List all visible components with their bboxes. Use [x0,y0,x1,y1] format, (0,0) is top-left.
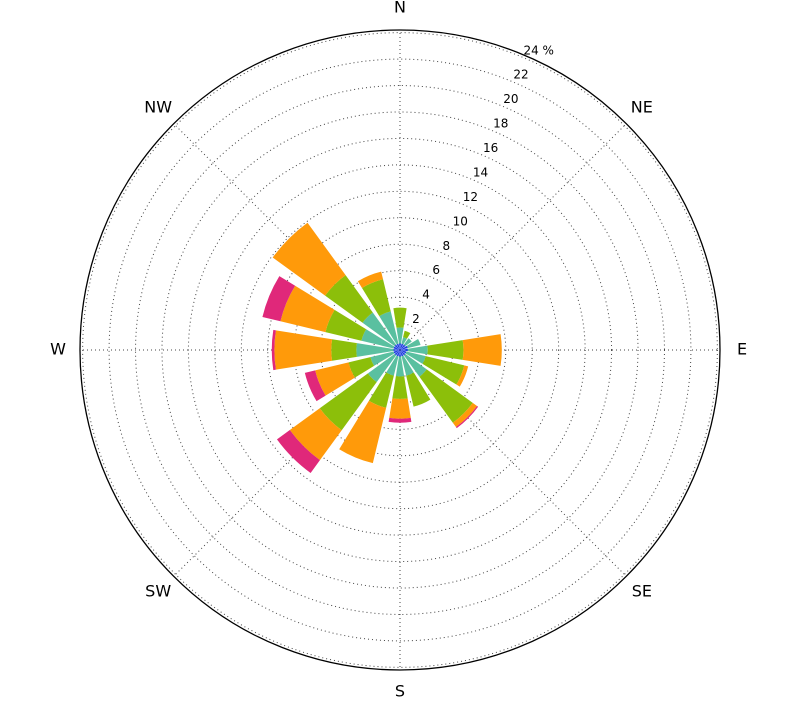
wind-segment [398,343,402,350]
wind-segment [274,330,333,370]
wind-segment [393,346,400,350]
r-tick-label: 8 [442,239,450,253]
wind-segment [357,271,384,288]
r-tick-label: 22 [513,68,528,82]
r-tick-label: 12 [463,190,478,204]
grid-circle [82,32,718,668]
direction-label: N [394,0,406,17]
direction-label: S [395,682,405,701]
wind-segment [401,337,407,345]
wind-segment [394,350,400,356]
wind-segment [348,357,375,378]
wind-segment [396,327,404,344]
wind-segment [368,372,394,408]
direction-label: SW [145,581,171,600]
wind-segment [405,351,426,364]
wind-segment [403,353,427,377]
grid-circle [187,137,613,563]
wind-segment [393,307,407,328]
wind-segment [400,350,404,357]
wind-segment [403,338,412,347]
wind-segment [395,356,405,377]
r-tick-label: 6 [432,263,440,277]
wind-segment [362,312,397,347]
wind-segment [367,353,397,383]
wind-segment [427,340,464,360]
wind-segment [456,365,469,387]
wind-segment [401,355,414,376]
wind-segment [392,376,408,399]
radial-grid-line [173,123,401,351]
direction-label: W [50,340,66,359]
wind-segment [325,309,367,341]
direction-label: E [737,340,747,359]
wind-segment [379,311,399,345]
wind-segment [393,348,400,352]
wind-segment [398,350,402,357]
wind-segment [394,344,400,350]
r-tick-label: 18 [493,117,508,131]
wind-segment [400,344,406,350]
wind-segment [304,370,326,402]
wind-segment [400,345,408,350]
wind-segment [271,329,276,371]
r-tick-label: 14 [473,165,488,179]
radial-grid-line [173,349,401,577]
wind-segment [419,369,473,423]
wind-segment [389,398,411,419]
r-tick-label: 20 [503,92,518,106]
wind-segment [331,339,357,361]
wind-segment [455,405,479,429]
radial-grid-line [399,349,627,577]
direction-label: NW [144,98,172,117]
wind-segment [400,350,407,354]
grid-circle [214,164,586,536]
wind-segment [362,279,391,317]
wind-segment [396,343,400,350]
wind-segment [356,343,394,357]
wind-segment [396,350,400,357]
r-tick-label: 16 [483,141,498,155]
wind-segment [280,285,335,333]
polar-frame [79,29,721,671]
wind-segment [276,430,320,474]
r-tick-label: 10 [453,214,468,228]
wind-segment [315,362,355,396]
wind-segment [325,275,373,323]
wind-segment [406,338,421,349]
wind-segment [339,400,387,464]
direction-label: NE [631,98,653,117]
wind-segment [452,402,478,428]
wind-segment [289,408,342,461]
wind-segment [262,276,296,322]
wind-segment [403,330,411,339]
r-tick-label: 24 % [523,43,554,57]
wind-segment [272,222,346,296]
wind-segment [370,351,395,366]
direction-label: SE [632,581,652,600]
grid-circle [240,190,560,510]
wind-segment [400,348,408,352]
grid-circle [161,111,639,589]
radial-grid-line [399,123,627,351]
wind-segment [361,329,395,349]
wind-segment [393,350,400,354]
wind-segment [400,350,406,356]
wind-segment [388,417,412,423]
grid-circle [108,58,692,642]
wind-segment [319,373,377,431]
wind-segment [407,345,428,355]
r-tick-label: 2 [412,312,420,326]
wind-segment [406,372,431,407]
wind-segment [422,356,465,385]
wind-segment [400,343,404,350]
wind-segment [386,355,399,376]
wind-segment [462,334,502,366]
r-tick-label: 4 [422,288,430,302]
